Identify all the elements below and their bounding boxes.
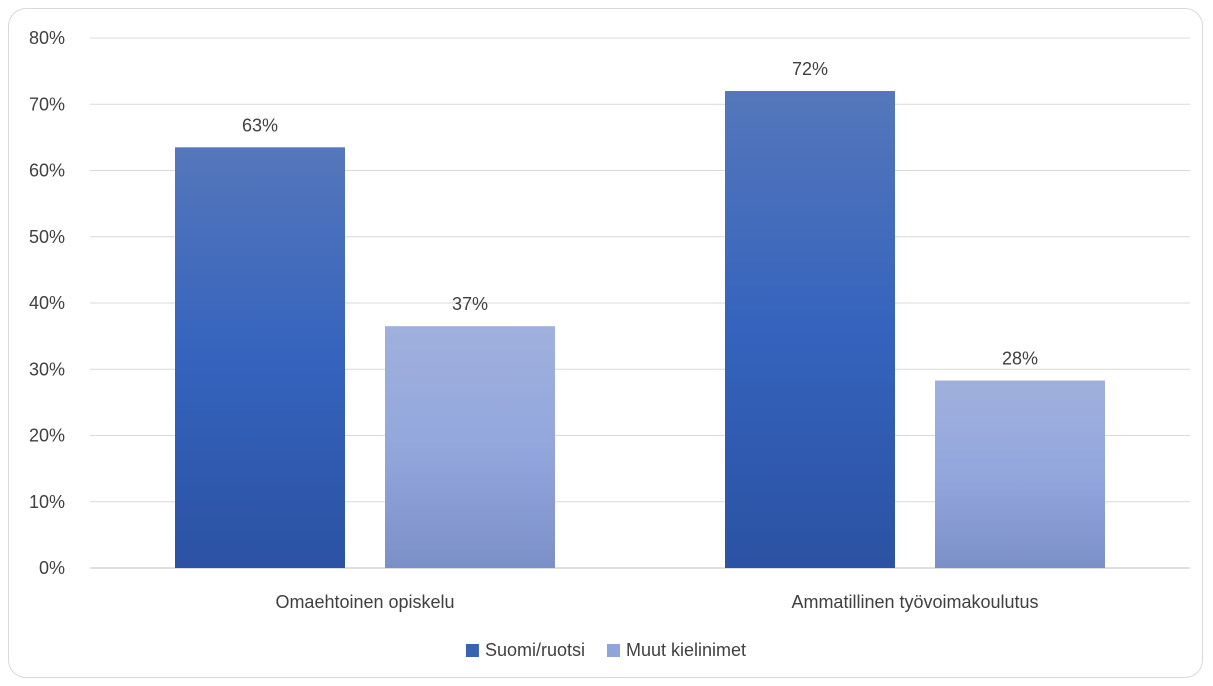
bar-muut-kielinimet	[935, 380, 1105, 568]
x-axis: Omaehtoinen opiskelu Ammatillinen työvoim…	[275, 592, 1038, 612]
data-label: 63%	[242, 115, 278, 135]
legend-label: Suomi/ruotsi	[485, 640, 585, 660]
legend-swatch	[607, 644, 620, 657]
legend-swatch	[465, 644, 479, 657]
legend-item: Muut kielinimet	[607, 640, 746, 660]
data-labels: 63% 37% 72% 28%	[242, 59, 1038, 369]
bars	[175, 91, 1105, 568]
y-tick-label: 80%	[29, 28, 65, 48]
y-tick-label: 20%	[29, 426, 65, 446]
bar-suomi-ruotsi	[725, 91, 895, 568]
bar-suomi-ruotsi	[175, 147, 345, 568]
y-axis: 0% 10% 20% 30% 40% 50% 60% 70% 80%	[29, 28, 65, 578]
legend-item: Suomi/ruotsi	[465, 640, 585, 660]
data-label: 37%	[452, 294, 488, 314]
data-label: 72%	[792, 59, 828, 79]
y-tick-label: 30%	[29, 359, 65, 379]
y-tick-label: 70%	[29, 94, 65, 114]
y-tick-label: 40%	[29, 293, 65, 313]
legend-label: Muut kielinimet	[626, 640, 746, 660]
y-tick-label: 50%	[29, 227, 65, 247]
y-tick-label: 60%	[29, 161, 65, 181]
y-tick-label: 10%	[29, 492, 65, 512]
x-category-label: Ammatillinen työvoimakoulutus	[791, 592, 1038, 612]
legend: Suomi/ruotsi Muut kielinimet	[465, 640, 746, 660]
data-label: 28%	[1002, 349, 1038, 369]
bar-muut-kielinimet	[385, 326, 555, 568]
x-category-label: Omaehtoinen opiskelu	[275, 592, 454, 612]
y-tick-label: 0%	[39, 558, 65, 578]
